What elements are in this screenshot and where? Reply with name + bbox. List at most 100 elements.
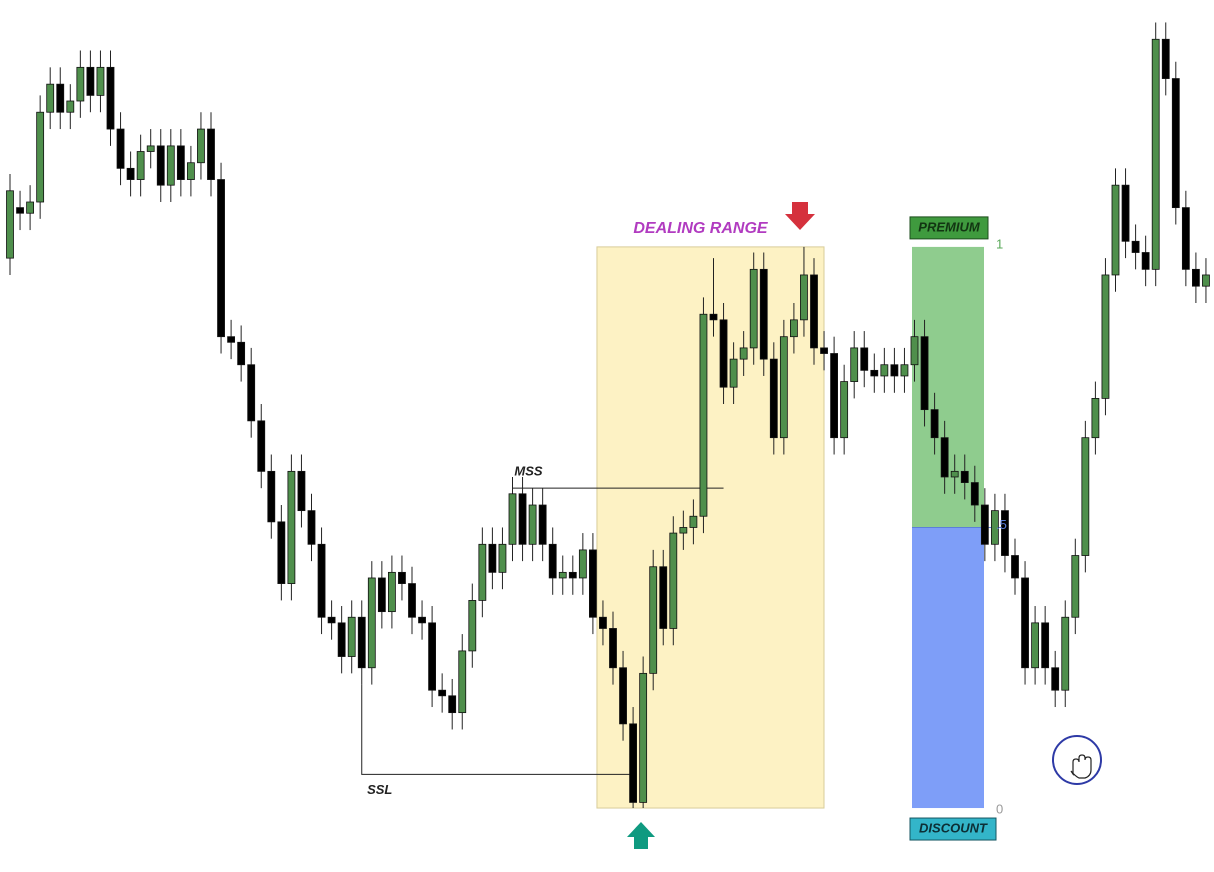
- candle-body: [890, 364, 899, 377]
- candle-body: [197, 128, 205, 164]
- candle-body: [1181, 207, 1190, 270]
- candle-body: [699, 313, 708, 517]
- candle-body: [960, 470, 969, 483]
- candle-body: [227, 336, 236, 343]
- fib-level-label: 0: [996, 801, 1003, 816]
- zones-layer: [596, 246, 1008, 809]
- candle-body: [639, 672, 648, 803]
- fib-level-label: .5: [996, 517, 1007, 532]
- mss-label: MSS: [514, 464, 543, 479]
- candle-body: [568, 571, 577, 579]
- candle-body: [297, 470, 306, 512]
- lines-layer: [361, 487, 724, 775]
- candle-body: [1071, 555, 1080, 618]
- candle-body: [1051, 667, 1060, 691]
- candle-body: [1111, 184, 1120, 276]
- candle-body: [377, 577, 386, 613]
- candle-body: [1151, 38, 1160, 270]
- candle-body: [659, 566, 668, 629]
- candle-body: [327, 616, 336, 624]
- candle-body: [317, 543, 326, 618]
- candle-body: [629, 723, 637, 803]
- candle-body: [679, 527, 688, 534]
- candle-body: [1001, 510, 1009, 556]
- hand-cursor: [1070, 754, 1092, 779]
- candle-body: [1171, 78, 1180, 209]
- candle-body: [1021, 577, 1029, 669]
- candle-body: [186, 162, 195, 180]
- candle-body: [810, 274, 818, 349]
- candle-body: [528, 504, 537, 545]
- candle-body: [106, 66, 115, 130]
- candle-body: [207, 128, 215, 180]
- candle-body: [609, 628, 617, 669]
- ssl-line: [361, 684, 634, 775]
- candle-body: [548, 543, 557, 579]
- candle-body: [1081, 437, 1090, 556]
- candle-body: [1091, 398, 1100, 439]
- sell-arrow: [785, 202, 815, 230]
- candle-body: [387, 571, 396, 613]
- candle-body: [498, 543, 507, 573]
- candle-body: [367, 577, 376, 669]
- candles-layer: [6, 22, 1210, 809]
- candle-body: [16, 207, 24, 214]
- candle-body: [538, 504, 547, 545]
- candle-body: [96, 66, 105, 96]
- candle-body: [599, 616, 607, 629]
- candle-body: [287, 470, 296, 584]
- dealing-range-label: DEALING RANGE: [633, 220, 769, 237]
- candle-body: [267, 470, 276, 523]
- discount-zone: [912, 527, 984, 809]
- candle-body: [1061, 616, 1070, 691]
- candle-body: [247, 364, 256, 422]
- candle-body: [1031, 622, 1039, 669]
- candle-body: [347, 616, 356, 657]
- candle-body: [1101, 274, 1110, 399]
- candle-body: [790, 319, 798, 338]
- candle-body: [689, 515, 698, 528]
- candle-body: [277, 521, 286, 584]
- cursor-circle: [1052, 735, 1102, 785]
- premium-label: PREMIUM: [918, 219, 981, 234]
- candle-body: [237, 341, 246, 366]
- candle-body: [749, 268, 758, 349]
- candle-body: [940, 437, 949, 478]
- discount-tag: [909, 817, 997, 841]
- candle-body: [779, 336, 788, 439]
- buy-arrow: [627, 822, 655, 849]
- fib-level-label: 1: [996, 236, 1003, 251]
- candle-body: [850, 347, 859, 382]
- text-layer: DEALING RANGE PREMIUM DISCOUNT 1 .5 0 MSS SSL: [367, 216, 1007, 841]
- candle-body: [589, 549, 597, 618]
- candle-body: [458, 650, 467, 714]
- candle-body: [930, 409, 939, 439]
- candle-body: [418, 616, 426, 624]
- candle-body: [970, 482, 979, 506]
- candle-body: [307, 510, 316, 545]
- candle-body: [478, 543, 487, 601]
- candle-body: [830, 353, 838, 439]
- candle-body: [1161, 38, 1170, 79]
- candle-body: [428, 622, 437, 691]
- candle-body: [66, 100, 75, 113]
- candle-body: [1141, 252, 1150, 270]
- candle-body: [56, 83, 65, 113]
- discount-label: DISCOUNT: [919, 820, 988, 835]
- candle-body: [438, 689, 447, 697]
- candle-body: [980, 504, 989, 545]
- candle-body: [337, 622, 346, 657]
- candle-body: [769, 358, 778, 439]
- candle-body: [257, 420, 266, 472]
- candle-body: [408, 583, 416, 618]
- candle-body: [739, 347, 748, 360]
- premium-tag: [909, 216, 989, 240]
- candle-body: [398, 571, 406, 584]
- candle-body: [860, 347, 869, 371]
- candle-body: [1202, 274, 1210, 287]
- candle-body: [36, 111, 45, 203]
- candle-body: [26, 201, 35, 214]
- candle-body: [619, 667, 627, 725]
- candle-body: [156, 145, 165, 186]
- candle-body: [910, 336, 919, 366]
